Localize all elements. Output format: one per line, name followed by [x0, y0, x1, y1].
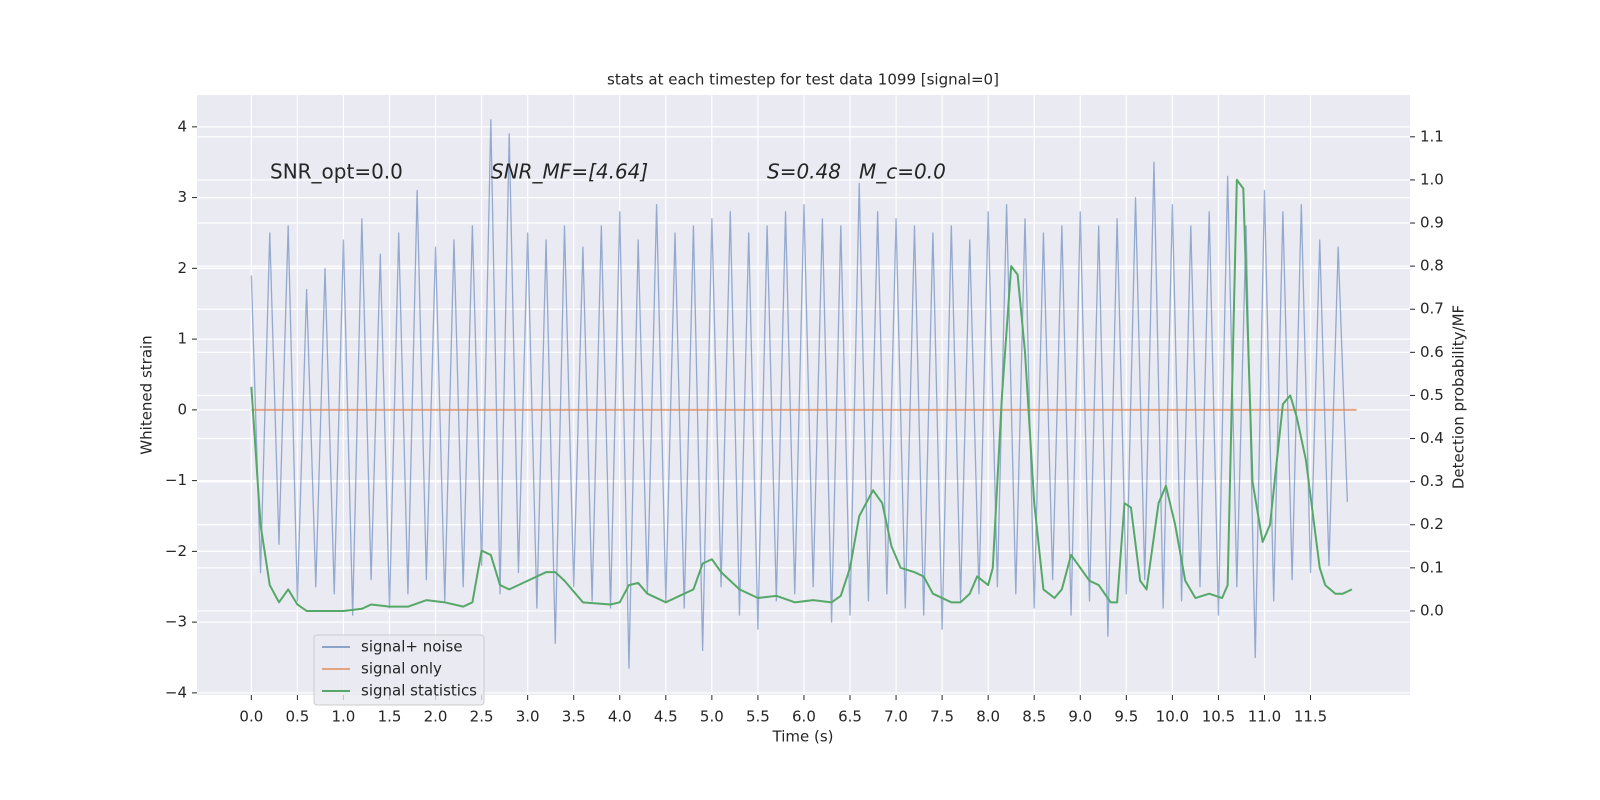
x-tick-label: 5.5: [746, 708, 770, 726]
y2-tick-label: 0.0: [1420, 601, 1444, 619]
x-tick-label: 11.5: [1294, 708, 1327, 726]
x-tick-label: 5.0: [700, 708, 724, 726]
y2-tick-label: 1.1: [1420, 127, 1444, 145]
annotation: M_c=0.0: [859, 160, 946, 184]
series-line: [250, 119, 1349, 669]
y-tick-label: 2: [177, 259, 187, 277]
y-tick-label: 3: [177, 188, 187, 206]
x-tick-label: 1.0: [332, 708, 356, 726]
x-tick-label: 10.0: [1156, 708, 1189, 726]
y-tick-label: 1: [177, 330, 187, 348]
y-axis-label: Whitened strain: [138, 335, 156, 454]
x-axis-label: Time (s): [772, 728, 834, 746]
y-tick-label: 0: [177, 400, 187, 418]
x-tick-label: 4.5: [654, 708, 678, 726]
annotation: SNR_opt=0.0: [270, 160, 403, 184]
y2-tick-label: 0.2: [1420, 515, 1444, 533]
x-tick-label: 8.5: [1022, 708, 1046, 726]
y2-tick-label: 0.9: [1420, 214, 1444, 232]
legend-label: signal only: [361, 660, 442, 678]
x-tick-label: 6.0: [792, 708, 816, 726]
series-line: [250, 178, 1353, 612]
y2-tick-label: 0.5: [1420, 386, 1444, 404]
x-tick-label: 3.5: [562, 708, 586, 726]
y2-tick-label: 0.6: [1420, 343, 1444, 361]
x-tick-label: 7.0: [884, 708, 908, 726]
y2-tick-label: 0.8: [1420, 257, 1444, 275]
legend-label: signal+ noise: [361, 638, 463, 656]
y-tick-label: −3: [165, 613, 187, 631]
chart-title: stats at each timestep for test data 109…: [607, 71, 999, 89]
x-tick-label: 2.0: [424, 708, 448, 726]
x-tick-label: 0.0: [239, 708, 263, 726]
x-tick-label: 7.5: [930, 708, 954, 726]
x-tick-label: 6.5: [838, 708, 862, 726]
x-tick-label: 9.5: [1114, 708, 1138, 726]
y2-tick-label: 0.4: [1420, 429, 1444, 447]
y2-axis-label: Detection probability/MF: [1450, 305, 1468, 489]
legend-label: signal statistics: [361, 682, 477, 700]
y-tick-label: 4: [177, 117, 187, 135]
x-tick-label: 0.5: [285, 708, 309, 726]
y-tick-label: −2: [165, 542, 187, 560]
x-tick-label: 10.5: [1202, 708, 1235, 726]
y2-tick-label: 1.0: [1420, 170, 1444, 188]
x-tick-label: 2.5: [470, 708, 494, 726]
annotation: S=0.48: [767, 160, 841, 184]
legend-box: [313, 634, 485, 706]
x-tick-label: 4.0: [608, 708, 632, 726]
x-tick-label: 9.0: [1068, 708, 1092, 726]
y-tick-label: −1: [165, 471, 187, 489]
x-tick-label: 3.0: [516, 708, 540, 726]
legend: signal+ noise signal only signal statistic…: [313, 634, 485, 706]
y2-tick-label: 0.3: [1420, 472, 1444, 490]
y2-tick-label: 0.7: [1420, 300, 1444, 318]
y2-tick-label: 0.1: [1420, 558, 1444, 576]
annotation: SNR_MF=[4.64]: [491, 160, 648, 184]
x-tick-label: 8.0: [976, 708, 1000, 726]
y-tick-label: −4: [165, 683, 187, 701]
x-tick-label: 11.0: [1248, 708, 1281, 726]
x-tick-label: 1.5: [378, 708, 402, 726]
